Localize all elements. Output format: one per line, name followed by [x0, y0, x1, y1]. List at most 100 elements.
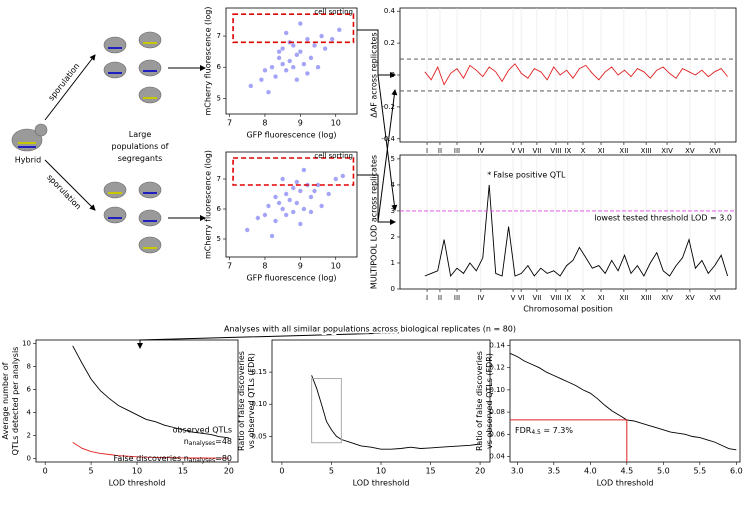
y-tick-label: 0.08 — [489, 408, 505, 416]
point — [269, 233, 275, 239]
note-count: =80 — [215, 454, 232, 463]
x-tick-label: II — [438, 294, 442, 302]
series-note: False discoveries nanalyses=80 — [114, 454, 233, 464]
x-axis-label: GFP fluorescence (log) — [246, 274, 336, 283]
point — [337, 27, 342, 33]
x-tick-label: IX — [564, 294, 571, 302]
x-tick-label: 4.0 — [584, 467, 597, 476]
x-tick-label: 9 — [298, 119, 303, 128]
zoom-box — [311, 378, 342, 444]
x-tick-label: 0 — [43, 467, 48, 476]
y-tick-label: 5 — [217, 94, 221, 102]
series-line — [72, 442, 229, 459]
point — [280, 206, 285, 212]
x-tick-label: 10 — [132, 467, 142, 476]
plot-frame — [225, 7, 358, 115]
x-tick-label: 10 — [331, 262, 341, 271]
series-name: observed QTLs — [173, 426, 232, 435]
y-tick-label: 5 — [391, 155, 395, 163]
x-tick-label: III — [454, 294, 460, 302]
x-tick-label: VIII — [550, 147, 561, 155]
x-tick-label: 7 — [227, 262, 232, 271]
point — [308, 194, 314, 200]
point — [294, 52, 300, 57]
axis-label: mCherry fluorescence (log) — [204, 150, 213, 259]
note-count: =48 — [215, 437, 232, 446]
point — [259, 77, 264, 82]
y-tick-label: -0.2 — [381, 103, 395, 111]
x-tick-label: 7 — [227, 119, 232, 128]
point — [273, 194, 278, 200]
point — [319, 203, 324, 209]
point — [283, 212, 289, 218]
point — [291, 65, 296, 70]
point — [294, 77, 300, 82]
plot-frame — [271, 339, 491, 463]
x-tick-label: 5.5 — [693, 467, 706, 476]
y-tick-label: 1 — [391, 259, 395, 267]
point — [276, 200, 282, 206]
x-tick-label: 3.0 — [511, 467, 524, 476]
x-axis-label: Chromosomal position — [523, 305, 613, 314]
fdr-text: = 7.3% — [541, 425, 574, 434]
x-tick-label: XVI — [709, 147, 721, 155]
x-tick-label: XIV — [661, 147, 673, 155]
sorting-gate — [232, 157, 355, 186]
x-tick-label: XV — [685, 147, 695, 155]
x-tick-label: 15 — [425, 467, 435, 476]
gate-label: cell sorting — [314, 152, 353, 160]
x-tick-label: XIV — [661, 294, 673, 302]
axis-label-line: Average number of — [1, 362, 10, 439]
point — [283, 30, 289, 36]
axis-label: Ratio of false discoveriesvs observed QT… — [475, 351, 494, 451]
fdr-label: FDR4.5 = 7.3% — [515, 425, 573, 435]
point — [287, 58, 292, 64]
series-line — [424, 184, 729, 278]
axis-label-line: vs observed QTLs (FDR) — [247, 353, 256, 449]
y-tick-label: 6 — [217, 63, 222, 71]
point — [312, 188, 317, 194]
point — [248, 83, 253, 89]
x-axis-label: LOD threshold — [597, 479, 654, 488]
x-tick-label: XII — [619, 294, 628, 302]
point — [308, 55, 314, 61]
plot-frame — [509, 339, 741, 463]
x-tick-label: 8 — [262, 262, 267, 271]
point — [301, 206, 307, 212]
gene-bars — [18, 42, 157, 249]
x-tick-label: 5 — [329, 467, 334, 476]
y-tick-label: 3 — [391, 207, 395, 215]
point — [262, 68, 268, 73]
gate-label: cell sorting — [314, 8, 353, 16]
point — [305, 36, 310, 42]
y-tick-label: 7 — [217, 32, 221, 40]
x-tick-label: VI — [518, 147, 525, 155]
x-tick-label: IX — [564, 147, 571, 155]
x-tick-label: V — [511, 147, 516, 155]
point — [312, 43, 317, 48]
sporulation-label: sporulation — [47, 62, 82, 103]
y-tick-label: 6 — [217, 205, 222, 213]
point — [280, 176, 285, 182]
fdr-marker — [510, 419, 628, 462]
axis-label: MULTIPOOL LOD across replicates — [370, 155, 379, 289]
x-tick-label: 4.5 — [620, 467, 633, 476]
x-tick-label: 10 — [376, 467, 386, 476]
y-tick-label: -0.4 — [381, 135, 395, 143]
x-tick-label: VII — [532, 147, 541, 155]
x-axis-label: LOD threshold — [109, 479, 166, 488]
x-tick-label: 3.5 — [547, 467, 560, 476]
y-tick-label: 4 — [27, 409, 32, 417]
x-tick-label: VII — [532, 294, 541, 302]
point — [298, 21, 303, 26]
x-tick-label: 0 — [279, 467, 284, 476]
fdr-subscript: 4.5 — [531, 428, 541, 435]
x-tick-label: XII — [619, 147, 628, 155]
x-tick-label: XIII — [641, 294, 652, 302]
y-tick-label: 0.05 — [251, 432, 267, 440]
x-tick-label: X — [581, 147, 586, 155]
x-tick-label: VI — [518, 294, 525, 302]
note-subscript: analyses — [189, 440, 215, 447]
point — [255, 215, 261, 221]
